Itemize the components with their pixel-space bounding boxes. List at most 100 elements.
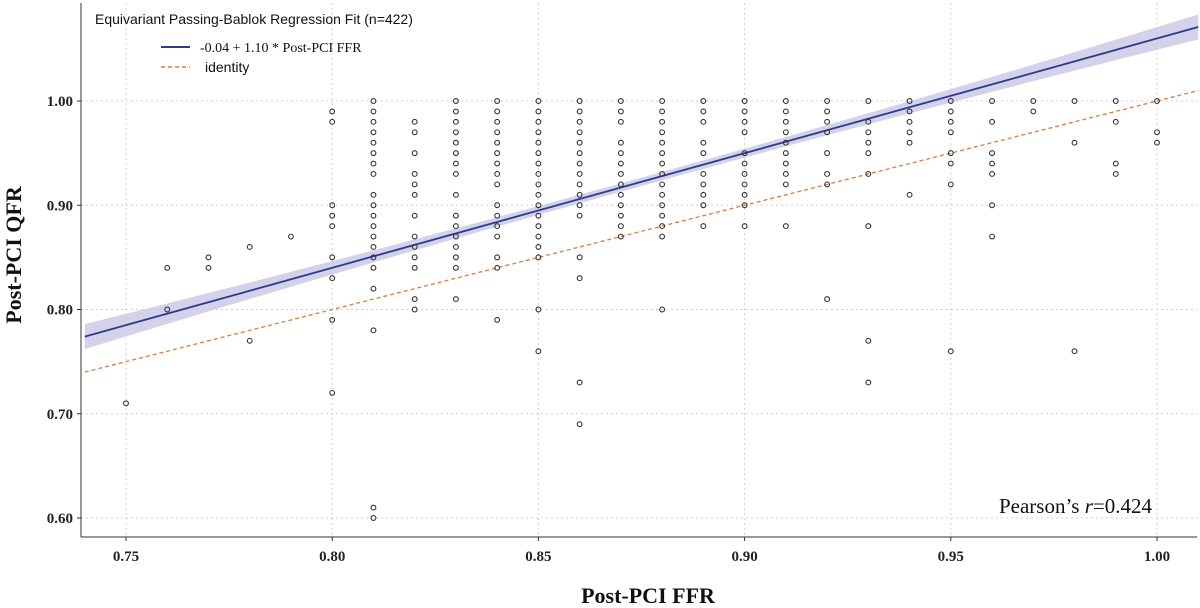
data-point <box>617 181 624 188</box>
data-point <box>411 118 418 125</box>
data-point <box>741 118 748 125</box>
data-point <box>617 118 624 125</box>
data-point <box>411 306 418 313</box>
data-point <box>1112 98 1119 104</box>
data-point <box>989 202 995 209</box>
data-point <box>989 150 995 157</box>
data-point <box>865 129 872 136</box>
data-point <box>576 171 583 177</box>
data-point <box>824 150 831 157</box>
data-point <box>617 98 624 104</box>
data-point <box>576 108 583 115</box>
data-point <box>700 150 707 157</box>
data-point <box>576 150 583 157</box>
y-tick-label: 1.00 <box>47 94 73 110</box>
data-point <box>576 98 583 104</box>
data-point <box>576 212 583 219</box>
data-point <box>370 150 377 157</box>
data-point <box>782 108 789 115</box>
data-point <box>452 212 459 219</box>
data-point <box>865 171 872 177</box>
data-point <box>1112 160 1119 167</box>
data-point <box>370 504 377 511</box>
data-point <box>576 421 583 428</box>
data-point <box>947 160 954 167</box>
data-point <box>617 223 624 230</box>
data-point <box>947 129 954 136</box>
data-point <box>700 108 707 115</box>
data-point <box>452 171 459 177</box>
data-point <box>865 98 872 104</box>
data-point <box>659 150 666 157</box>
data-point <box>865 150 872 157</box>
data-point <box>989 171 995 177</box>
data-point <box>659 118 666 125</box>
data-point <box>535 160 542 167</box>
data-point <box>576 139 583 146</box>
identity-line <box>84 89 1199 373</box>
data-point <box>1154 139 1160 146</box>
data-point <box>535 202 542 209</box>
data-point <box>370 285 377 292</box>
legend-title: Equivariant Passing-Bablok Regression Fi… <box>95 11 413 27</box>
data-point <box>370 191 377 198</box>
data-point <box>329 223 336 230</box>
data-point <box>411 233 418 240</box>
data-point <box>906 98 913 104</box>
data-point <box>494 160 501 167</box>
data-point <box>824 98 831 104</box>
data-point <box>782 98 789 104</box>
data-point <box>576 160 583 167</box>
data-point <box>741 150 748 157</box>
data-point <box>535 171 542 177</box>
data-point <box>411 254 418 261</box>
x-tick-label: 0.75 <box>113 549 139 565</box>
data-point <box>411 264 418 271</box>
data-point <box>906 129 913 136</box>
data-point <box>535 244 542 250</box>
legend: Equivariant Passing-Bablok Regression Fi… <box>95 11 413 75</box>
data-point <box>659 223 666 230</box>
data-point <box>370 139 377 146</box>
data-point <box>782 129 789 136</box>
data-point <box>494 171 501 177</box>
data-point <box>906 108 913 115</box>
data-point <box>659 108 666 115</box>
data-point <box>535 118 542 125</box>
x-tick-label: 0.95 <box>938 549 964 565</box>
data-point <box>370 233 377 240</box>
data-point <box>782 181 789 188</box>
data-point <box>947 98 954 104</box>
data-point <box>824 118 831 125</box>
data-point <box>494 108 501 115</box>
data-point <box>1154 98 1160 104</box>
data-point <box>411 244 418 250</box>
y-tick-label: 0.70 <box>47 407 73 423</box>
data-point <box>782 171 789 177</box>
grid <box>81 3 1197 537</box>
data-point <box>370 244 377 250</box>
data-point <box>494 316 501 323</box>
data-point <box>906 191 913 198</box>
data-point <box>370 264 377 271</box>
data-point <box>659 181 666 188</box>
data-point <box>452 296 459 303</box>
data-point <box>370 515 377 521</box>
data-point <box>865 223 872 230</box>
data-point <box>659 129 666 136</box>
data-point <box>741 129 748 136</box>
data-point <box>989 98 995 104</box>
data-point <box>782 223 789 230</box>
data-point <box>535 108 542 115</box>
data-point <box>741 160 748 167</box>
data-point <box>494 150 501 157</box>
data-point <box>576 191 583 198</box>
data-point <box>535 98 542 104</box>
data-point <box>452 223 459 230</box>
data-point <box>329 389 336 396</box>
data-point <box>617 171 624 177</box>
data-point <box>494 139 501 146</box>
data-point <box>617 233 624 240</box>
data-point <box>494 233 501 240</box>
data-point <box>370 327 377 334</box>
